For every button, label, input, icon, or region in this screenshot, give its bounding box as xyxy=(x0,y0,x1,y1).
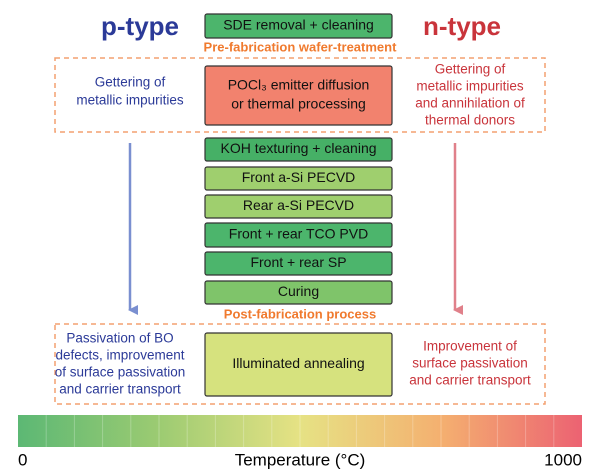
step-label: POCl₃ emitter diffusion xyxy=(228,77,370,93)
step-box xyxy=(204,332,393,397)
step-box xyxy=(204,13,393,39)
step-label: or thermal processing xyxy=(231,96,366,112)
side-text: of surface passivation xyxy=(55,365,186,380)
step-box xyxy=(204,194,393,219)
side-text: Gettering of xyxy=(435,62,506,77)
pre-region xyxy=(54,57,546,133)
side-text: thermal donors xyxy=(425,113,515,128)
side-text: Gettering of xyxy=(95,75,166,90)
side-text: and carrier transport xyxy=(409,373,531,388)
bar-min: 0 xyxy=(18,450,27,469)
post-label: Post-fabrication process xyxy=(224,306,376,321)
step-label: Illuminated annealing xyxy=(232,355,364,371)
step-label: KOH texturing + cleaning xyxy=(220,140,376,156)
side-text: metallic impurities xyxy=(416,79,524,94)
step-label: SDE removal + cleaning xyxy=(223,17,374,33)
post-region xyxy=(54,323,546,405)
side-text: metallic impurities xyxy=(76,93,184,108)
step-box xyxy=(204,222,393,248)
side-text: Passivation of BO xyxy=(66,331,173,346)
step-box xyxy=(204,280,393,305)
bar-label: Temperature (°C) xyxy=(235,450,366,469)
step-label: Front + rear SP xyxy=(250,254,346,270)
side-text: and carrier transport xyxy=(59,382,181,397)
step-label: Rear a-Si PECVD xyxy=(243,197,354,213)
n-type-title: n-type xyxy=(423,11,501,41)
step-box xyxy=(204,65,393,126)
step-label: Front a-Si PECVD xyxy=(242,169,356,185)
step-box xyxy=(204,251,393,276)
temperature-bar xyxy=(18,415,582,447)
p-type-title: p-type xyxy=(101,11,179,41)
pre-label: Pre-fabrication wafer-treatment xyxy=(204,39,398,54)
step-box xyxy=(204,166,393,191)
side-text: and annihilation of xyxy=(415,96,525,111)
step-box xyxy=(204,137,393,162)
side-text: surface passivation xyxy=(412,356,528,371)
side-text: Improvement of xyxy=(423,339,517,354)
step-label: Front + rear TCO PVD xyxy=(229,226,368,242)
step-label: Curing xyxy=(278,283,319,299)
side-text: defects, improvement xyxy=(55,348,184,363)
bar-max: 1000 xyxy=(544,450,582,469)
